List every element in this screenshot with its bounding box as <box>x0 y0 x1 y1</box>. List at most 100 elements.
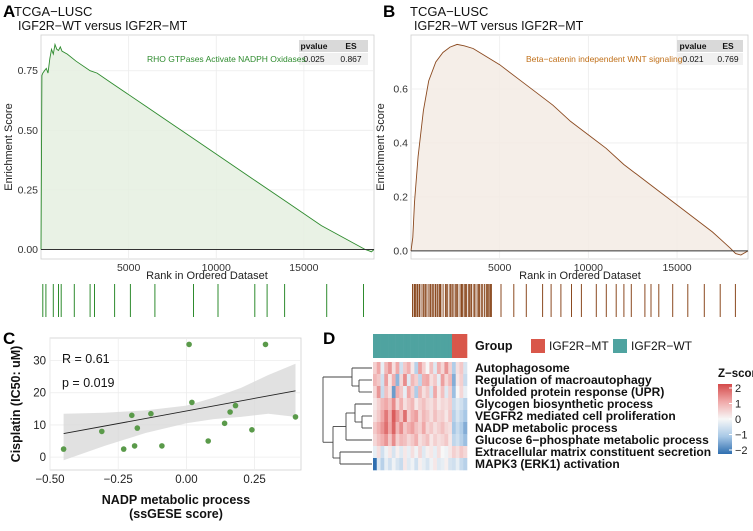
heatmap-cell <box>418 386 423 399</box>
heatmap-cell <box>433 398 438 411</box>
heatmap-cell <box>399 422 404 435</box>
panel-a-stats-header-pvalue: pvalue <box>301 41 328 51</box>
heatmap-cell <box>388 374 393 387</box>
x-tick-label: 10000 <box>574 262 603 274</box>
panel-b-y-label: Enrichment Score <box>375 103 387 190</box>
group-annotation-cell <box>459 334 464 358</box>
heatmap-cell <box>425 458 430 471</box>
heatmap-cell <box>433 446 438 459</box>
heatmap-cell <box>384 458 389 471</box>
heatmap-cell <box>384 446 389 459</box>
heatmap-cell <box>429 386 434 399</box>
y-tick-label: 0 <box>40 452 46 464</box>
heatmap-row-label: NADP metabolic process <box>475 421 618 435</box>
heatmap-row-label: Unfolded protein response (UPR) <box>475 385 664 399</box>
panel-b-x-ticks: 5000 10000 15000 <box>488 262 692 274</box>
heatmap-cell <box>391 362 396 375</box>
heatmap-cell <box>448 446 453 459</box>
heatmap-cell <box>406 398 411 411</box>
heatmap-cell <box>444 386 449 399</box>
heatmap-cell <box>429 458 434 471</box>
heatmap-cell <box>403 410 408 423</box>
heatmap-group-title: Group <box>475 339 513 353</box>
panel-b-stats-pvalue: 0.021 <box>682 54 704 64</box>
panel-b-subtitle: IGF2R−WT versus IGF2R−MT <box>414 19 584 33</box>
panel-label-c: C <box>3 329 15 348</box>
heatmap-cell <box>380 374 385 387</box>
x-tick-label: 5000 <box>488 262 512 274</box>
heatmap-cell <box>403 458 408 471</box>
group-annotation-cell <box>440 334 445 358</box>
heatmap-cell <box>388 434 393 447</box>
heatmap-cell <box>436 374 441 387</box>
heatmap-cell <box>436 458 441 471</box>
heatmap-cell <box>380 422 385 435</box>
heatmap-cell <box>429 422 434 435</box>
group-annotation-cell <box>399 334 404 358</box>
panel-b-hit-barcode <box>412 284 736 317</box>
heatmap-cell <box>448 434 453 447</box>
heatmap-cell <box>395 446 400 459</box>
panel-b-y-ticks: 0.0 0.2 0.4 0.6 <box>393 83 408 257</box>
heatmap-cell <box>451 458 457 471</box>
heatmap-cell <box>448 398 453 411</box>
heatmap-cell <box>463 410 468 423</box>
heatmap-cell <box>414 410 419 423</box>
heatmap-cell <box>444 410 449 423</box>
heatmap-cell <box>459 374 464 387</box>
heatmap-cell <box>425 386 430 399</box>
heatmap-cell <box>440 446 445 459</box>
panel-a-title: TCGA−LUSC <box>14 4 92 19</box>
heatmap-cell <box>429 374 434 387</box>
scatter-point <box>249 427 255 433</box>
colorbar-ticks: 2 1 0 −1 −2 <box>729 383 748 457</box>
heatmap-cell <box>440 434 445 447</box>
heatmap-cell <box>388 410 393 423</box>
panel-b-stats-header-pvalue: pvalue <box>680 41 707 51</box>
scatter-point <box>148 410 154 417</box>
y-tick-label: 0.6 <box>393 83 408 95</box>
y-tick-label: 20 <box>33 388 46 400</box>
heatmap-cell <box>414 386 419 399</box>
panel-a-stats-header-bg <box>299 40 368 52</box>
heatmap-cell <box>440 458 445 471</box>
panel-a-stats-header-es: ES <box>345 41 357 51</box>
heatmap-cell <box>421 398 426 411</box>
heatmap-cell <box>406 374 411 387</box>
group-annotation-cell <box>425 334 430 358</box>
heatmap-cell <box>380 398 385 411</box>
heatmap-cell <box>410 446 415 459</box>
heatmap-cell <box>403 374 408 387</box>
heatmap-cell <box>403 386 408 399</box>
heatmap-cell <box>403 398 408 411</box>
panel-a-stats-pvalue: 0.025 <box>303 54 325 64</box>
scatter-point <box>99 428 105 435</box>
group-annotation-cell <box>463 334 468 358</box>
heatmap-cell <box>444 458 449 471</box>
heatmap-cell <box>440 422 445 435</box>
heatmap-cell <box>425 446 430 459</box>
heatmap-cell <box>429 398 434 411</box>
group-annotation-cell <box>444 334 449 358</box>
scatter-point <box>134 425 141 431</box>
panel-a-gene-set-label: RHO GTPases Activate NADPH Oxidases <box>147 54 306 64</box>
heatmap-cell <box>433 434 438 447</box>
heatmap-cell <box>444 434 449 447</box>
scatter-point <box>262 341 269 348</box>
heatmap-cell <box>373 362 378 375</box>
heatmap-cell <box>444 398 449 411</box>
heatmap-cell <box>391 446 396 459</box>
y-tick-label: 0.4 <box>393 137 408 149</box>
heatmap-cell <box>376 422 381 435</box>
heatmap-cell <box>414 374 419 387</box>
scatter-point <box>227 409 233 415</box>
heatmap-row-label: VEGFR2 mediated cell proliferation <box>475 409 676 423</box>
heatmap-cell <box>440 386 445 399</box>
heatmap-cell <box>455 398 460 411</box>
heatmap-cell <box>433 410 438 423</box>
heatmap-cell <box>376 434 381 447</box>
scatter-point <box>60 446 67 452</box>
heatmap-cell <box>403 434 408 447</box>
heatmap-cell <box>459 386 464 399</box>
heatmap-cell <box>418 458 423 471</box>
